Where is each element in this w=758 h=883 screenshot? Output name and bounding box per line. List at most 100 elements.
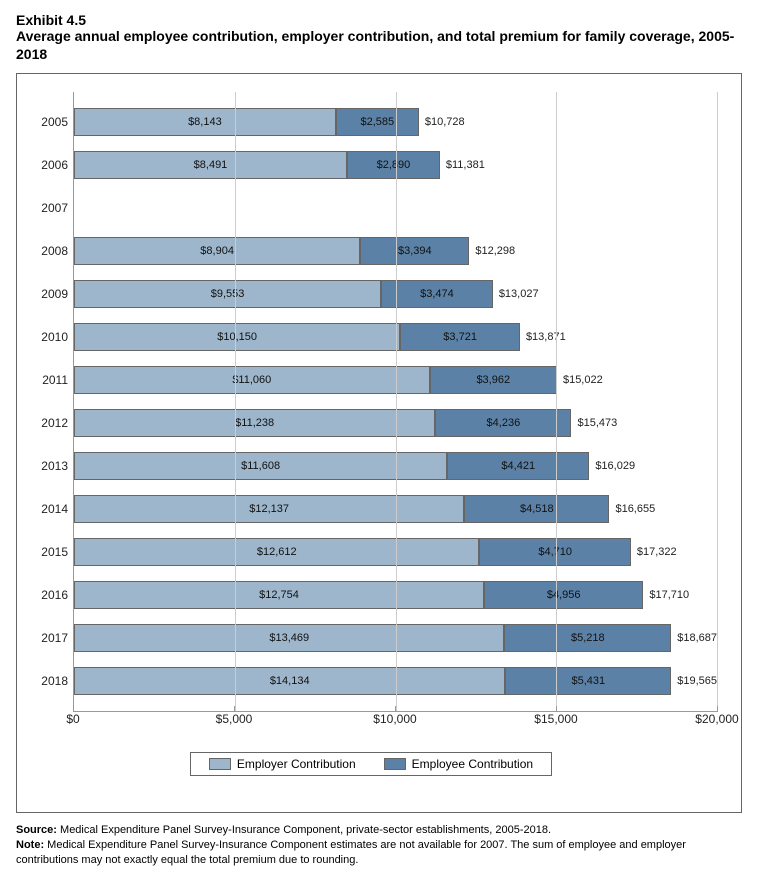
y-axis-label: 2012 bbox=[26, 416, 68, 430]
bar-total-label: $19,565 bbox=[677, 675, 717, 687]
bar-value-employee: $4,956 bbox=[547, 589, 581, 601]
y-axis-label: 2010 bbox=[26, 330, 68, 344]
bar-value-employer: $8,904 bbox=[200, 245, 234, 257]
grid-line bbox=[717, 92, 718, 711]
source-label: Source: bbox=[16, 824, 57, 836]
bar-segment-employer: $8,904 bbox=[74, 237, 360, 265]
x-tick-label: $15,000 bbox=[534, 712, 577, 726]
y-axis-label: 2013 bbox=[26, 459, 68, 473]
plot-area: 2005$8,143$2,585$10,7282006$8,491$2,890$… bbox=[73, 92, 717, 712]
bar-segment-employer: $12,612 bbox=[74, 538, 479, 566]
y-axis-label: 2011 bbox=[26, 373, 68, 387]
bar-total-label: $13,871 bbox=[526, 331, 566, 343]
x-tick-mark bbox=[717, 706, 718, 712]
bar-value-employee: $3,962 bbox=[476, 374, 510, 386]
legend-label-employee: Employee Contribution bbox=[412, 757, 533, 771]
bar-total-label: $11,381 bbox=[446, 159, 485, 171]
legend-label-employer: Employer Contribution bbox=[237, 757, 356, 771]
bar-segment-employer: $10,150 bbox=[74, 323, 400, 351]
y-axis-label: 2009 bbox=[26, 287, 68, 301]
x-tick-mark bbox=[556, 706, 557, 712]
exhibit-label: Exhibit 4.5 bbox=[16, 12, 742, 28]
x-axis: $0$5,000$10,000$15,000$20,000 bbox=[73, 712, 717, 740]
x-tick-label: $0 bbox=[66, 712, 79, 726]
bar-segment-employer: $8,491 bbox=[74, 151, 347, 179]
legend: Employer Contribution Employee Contribut… bbox=[190, 752, 552, 776]
bar-value-employee: $3,721 bbox=[443, 331, 477, 343]
y-axis-label: 2015 bbox=[26, 545, 68, 559]
y-axis-label: 2008 bbox=[26, 244, 68, 258]
bar-total-label: $15,022 bbox=[563, 374, 603, 386]
bar-segment-employee: $3,721 bbox=[400, 323, 520, 351]
bar-value-employer: $12,137 bbox=[249, 503, 289, 515]
x-tick-mark bbox=[234, 706, 235, 712]
grid-line bbox=[235, 92, 236, 711]
note-text: Medical Expenditure Panel Survey-Insuran… bbox=[16, 839, 686, 866]
bar-value-employee: $4,518 bbox=[520, 503, 554, 515]
bar-value-employer: $8,143 bbox=[188, 116, 222, 128]
legend-item-employer: Employer Contribution bbox=[209, 757, 356, 771]
bar-segment-employer: $12,754 bbox=[74, 581, 484, 609]
bar-value-employee: $5,431 bbox=[571, 675, 605, 687]
chart-frame: 2005$8,143$2,585$10,7282006$8,491$2,890$… bbox=[16, 73, 742, 813]
bar-segment-employee: $4,236 bbox=[435, 409, 571, 437]
bar-total-label: $18,687 bbox=[677, 632, 717, 644]
x-tick-mark bbox=[73, 706, 74, 712]
x-tick-label: $5,000 bbox=[216, 712, 253, 726]
y-axis-label: 2005 bbox=[26, 115, 68, 129]
y-axis-label: 2016 bbox=[26, 588, 68, 602]
footnotes: Source: Medical Expenditure Panel Survey… bbox=[16, 823, 742, 868]
x-tick-label: $10,000 bbox=[373, 712, 416, 726]
y-axis-label: 2014 bbox=[26, 502, 68, 516]
bar-value-employer: $14,134 bbox=[270, 675, 310, 687]
bar-value-employee: $2,585 bbox=[361, 116, 395, 128]
note-label: Note: bbox=[16, 839, 44, 851]
bar-value-employee: $3,474 bbox=[420, 288, 454, 300]
bar-value-employer: $8,491 bbox=[194, 159, 228, 171]
bar-segment-employer: $12,137 bbox=[74, 495, 464, 523]
bar-segment-employee: $3,474 bbox=[381, 280, 493, 308]
bar-segment-employer: $11,060 bbox=[74, 366, 430, 394]
bar-total-label: $10,728 bbox=[425, 116, 465, 128]
source-text: Medical Expenditure Panel Survey-Insuran… bbox=[57, 824, 551, 836]
legend-item-employee: Employee Contribution bbox=[384, 757, 533, 771]
bar-value-employee: $4,236 bbox=[487, 417, 521, 429]
bar-total-label: $16,029 bbox=[595, 460, 635, 472]
bar-value-employee: $5,218 bbox=[571, 632, 605, 644]
bar-segment-employee: $4,421 bbox=[447, 452, 589, 480]
bar-segment-employer: $11,608 bbox=[74, 452, 447, 480]
bar-value-employee: $3,394 bbox=[398, 245, 432, 257]
bar-total-label: $16,655 bbox=[615, 503, 655, 515]
bar-segment-employee: $2,890 bbox=[347, 151, 440, 179]
swatch-employee bbox=[384, 758, 406, 770]
x-tick-mark bbox=[395, 706, 396, 712]
bar-total-label: $17,710 bbox=[649, 589, 689, 601]
bar-segment-employee: $4,710 bbox=[479, 538, 630, 566]
bar-segment-employer: $8,143 bbox=[74, 108, 336, 136]
chart-title: Average annual employee contribution, em… bbox=[16, 28, 742, 63]
bar-value-employee: $4,421 bbox=[501, 460, 535, 472]
bar-value-employer: $11,238 bbox=[235, 417, 274, 429]
swatch-employer bbox=[209, 758, 231, 770]
bar-segment-employee: $2,585 bbox=[336, 108, 419, 136]
bar-segment-employee: $4,956 bbox=[484, 581, 643, 609]
bar-total-label: $15,473 bbox=[577, 417, 617, 429]
bar-segment-employer: $9,553 bbox=[74, 280, 381, 308]
bar-segment-employer: $14,134 bbox=[74, 667, 505, 695]
bar-value-employer: $12,612 bbox=[257, 546, 297, 558]
bar-value-employer: $9,553 bbox=[211, 288, 245, 300]
bar-value-employer: $10,150 bbox=[217, 331, 257, 343]
x-tick-label: $20,000 bbox=[695, 712, 738, 726]
bar-value-employee: $2,890 bbox=[377, 159, 411, 171]
bar-segment-employer: $13,469 bbox=[74, 624, 504, 652]
bar-segment-employer: $11,238 bbox=[74, 409, 435, 437]
bar-total-label: $17,322 bbox=[637, 546, 677, 558]
bar-value-employer: $11,608 bbox=[241, 460, 280, 472]
bar-value-employer: $11,060 bbox=[232, 374, 271, 386]
bar-segment-employee: $3,394 bbox=[360, 237, 469, 265]
bar-value-employer: $13,469 bbox=[269, 632, 309, 644]
bar-total-label: $13,027 bbox=[499, 288, 539, 300]
grid-line bbox=[556, 92, 557, 711]
bar-segment-employee: $5,218 bbox=[504, 624, 671, 652]
bar-total-label: $12,298 bbox=[475, 245, 515, 257]
